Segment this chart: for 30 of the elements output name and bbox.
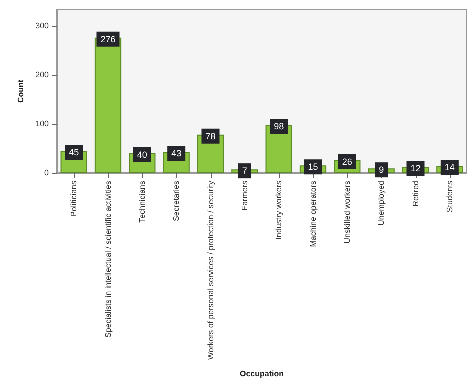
data-label: 7 <box>242 166 248 176</box>
y-tick-label: 100 <box>36 120 50 129</box>
x-tick-label: Retired <box>411 181 420 207</box>
data-label: 40 <box>137 150 148 160</box>
x-tick-label: Politicians <box>70 181 79 218</box>
data-label: 45 <box>69 147 80 158</box>
y-tick-label: 300 <box>36 22 50 31</box>
data-label: 78 <box>206 131 216 142</box>
data-label: 276 <box>100 34 116 44</box>
y-tick-label: 200 <box>36 70 50 80</box>
data-label: 12 <box>410 164 421 174</box>
data-label: 98 <box>274 122 284 132</box>
x-tick-label: Specialists in intellectual / scientific activities <box>104 181 113 338</box>
data-label: 14 <box>444 162 455 173</box>
x-tick-label: Machine operators <box>308 181 318 248</box>
data-label: 9 <box>379 165 384 176</box>
data-label: 43 <box>172 148 182 158</box>
x-tick-label: Workers of personal services / protection / security <box>206 181 216 360</box>
y-axis-title: Count <box>16 80 26 104</box>
y-tick-label: 0 <box>44 168 50 178</box>
x-axis-title: Occupation <box>240 370 284 378</box>
x-tick-label: Industry workers <box>274 181 284 240</box>
data-label: 26 <box>342 156 352 167</box>
x-tick-label: Students <box>445 181 454 213</box>
data-label: 15 <box>308 162 318 172</box>
x-tick-label: Unemployed <box>377 181 386 226</box>
x-tick-label: Technicians <box>138 181 147 223</box>
x-tick-label: Farmers <box>240 181 250 211</box>
x-tick-label: Secretaries <box>172 181 182 222</box>
x-tick-label: Unskilled workers <box>342 181 352 244</box>
